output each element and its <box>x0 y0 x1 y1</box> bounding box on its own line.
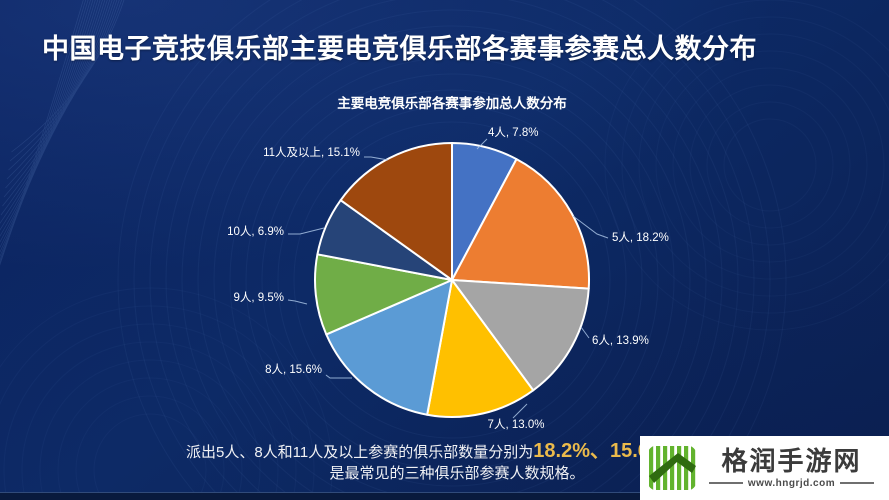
caption-text: 派出5人、8人和11人及以上参赛的俱乐部数量分别为 <box>186 444 534 461</box>
concentric-rings-decoration <box>117 0 787 500</box>
pie-leader-line-5 <box>325 374 352 379</box>
watermark-site-url: www.hngrjd.com <box>747 477 836 489</box>
pie-slice-label-2: 5人, 18.2% <box>612 231 669 244</box>
logo-bar <box>649 446 654 490</box>
watermark-badge: 格润手游网 www.hngrjd.com <box>640 436 889 500</box>
pie-leader-line-2 <box>572 215 609 239</box>
pie-slice-label-3: 6人, 13.9% <box>592 334 649 347</box>
pie-slice-label-7: 10人, 6.9% <box>227 225 284 238</box>
pie-slice-4 <box>426 279 535 418</box>
pie-slice-label-1: 4人, 7.8% <box>488 126 539 139</box>
pie-slice-2 <box>451 158 590 290</box>
pie-slice-label-6: 9人, 9.5% <box>234 291 285 304</box>
concentric-rings-decoration <box>604 0 889 331</box>
pie-leader-line-7 <box>288 227 325 235</box>
watermark-site-name: 格润手游网 <box>721 446 862 477</box>
pie-leader-line-4 <box>512 403 528 419</box>
dash-right <box>840 482 875 485</box>
watermark-url-row: www.hngrjd.com <box>708 477 875 489</box>
logo-bar <box>656 446 661 490</box>
page-title: 中国电子竞技俱乐部主要电竞俱乐部各赛事参赛总人数分布 <box>42 34 757 64</box>
dash-left <box>708 482 743 485</box>
chart-title: 主要电竞俱乐部各赛事参加总人数分布 <box>337 96 567 111</box>
pie-leader-line-3 <box>580 326 590 339</box>
pie-slice-8 <box>339 142 453 281</box>
watermark-logo-icon <box>647 445 697 491</box>
caption-highlight-1: 18.2%、 <box>533 440 610 462</box>
pie-leader-line-1 <box>476 138 488 150</box>
logo-bar <box>670 446 675 490</box>
pie-slice-label-5: 8人, 15.6% <box>265 363 322 376</box>
logo-bar <box>677 446 682 490</box>
footer-bar <box>0 492 889 500</box>
pie-leader-line-6 <box>287 299 308 305</box>
caption-line-2: 是最常见的三种俱乐部参赛人数规格。 <box>329 465 585 482</box>
pie-slice-5 <box>325 279 453 416</box>
pie-leader-line-8 <box>364 156 389 161</box>
pie-slice-3 <box>451 279 590 392</box>
pie-slice-label-8: 11人及以上, 15.1% <box>263 146 360 159</box>
corner-swoosh-decoration <box>0 0 125 266</box>
pie-slice-label-4: 7人, 13.0% <box>488 418 545 431</box>
concentric-rings-decoration <box>0 287 333 500</box>
